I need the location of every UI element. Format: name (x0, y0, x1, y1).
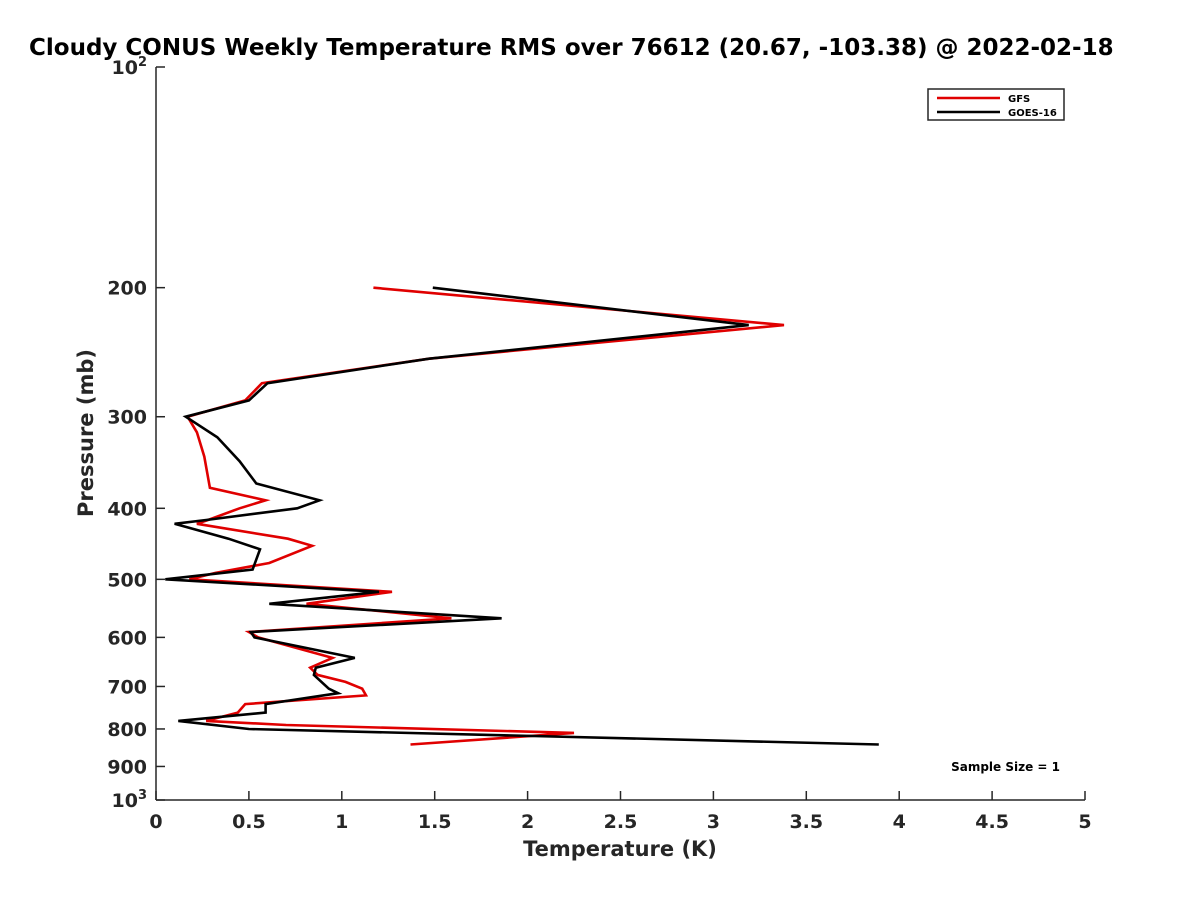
legend: GFS GOES-16 (927, 88, 1065, 121)
x-tick-label: 5 (1078, 811, 1091, 833)
x-tick-label: 2.5 (604, 811, 638, 833)
x-tick-label: 4 (893, 811, 906, 833)
y-tick-label-power: 102 (112, 55, 148, 79)
x-tick-label: 0.5 (232, 811, 266, 833)
y-axis-label: Pressure (mb) (74, 349, 98, 517)
x-tick-label: 3 (707, 811, 720, 833)
x-tick-label: 1.5 (418, 811, 452, 833)
legend-label-gfs: GFS (1008, 94, 1030, 105)
y-tick-label: 900 (107, 756, 147, 778)
x-tick-label: 1 (335, 811, 348, 833)
y-tick-label: 200 (107, 278, 147, 300)
y-tick-label: 300 (107, 407, 147, 429)
y-tick-label: 600 (107, 627, 147, 649)
x-axis: 0 0.5 1 1.5 2 2.5 3 3.5 4 4.5 5 (149, 791, 1092, 833)
chart-title: Cloudy CONUS Weekly Temperature RMS over… (29, 35, 1114, 61)
legend-label-goes-16: GOES-16 (1008, 108, 1057, 119)
legend-box (927, 88, 1065, 121)
series-layer (165, 286, 879, 746)
y-tick-label: 400 (107, 498, 147, 520)
series-line-gfs (185, 286, 785, 746)
series-line-goes-16 (165, 286, 879, 746)
x-tick-label: 3.5 (789, 811, 823, 833)
y-axis: 200 300 400 500 600 700 800 900 102 103 (107, 55, 165, 812)
sample-size-note: Sample Size = 1 (951, 760, 1060, 774)
y-tick-label: 700 (107, 676, 147, 698)
x-tick-label: 0 (149, 811, 162, 833)
x-tick-label: 4.5 (975, 811, 1009, 833)
x-axis-label: Temperature (K) (523, 837, 717, 861)
y-tick-label: 500 (107, 569, 147, 591)
x-tick-label: 2 (521, 811, 534, 833)
y-tick-label: 800 (107, 719, 147, 741)
y-tick-label-power: 103 (112, 788, 148, 812)
